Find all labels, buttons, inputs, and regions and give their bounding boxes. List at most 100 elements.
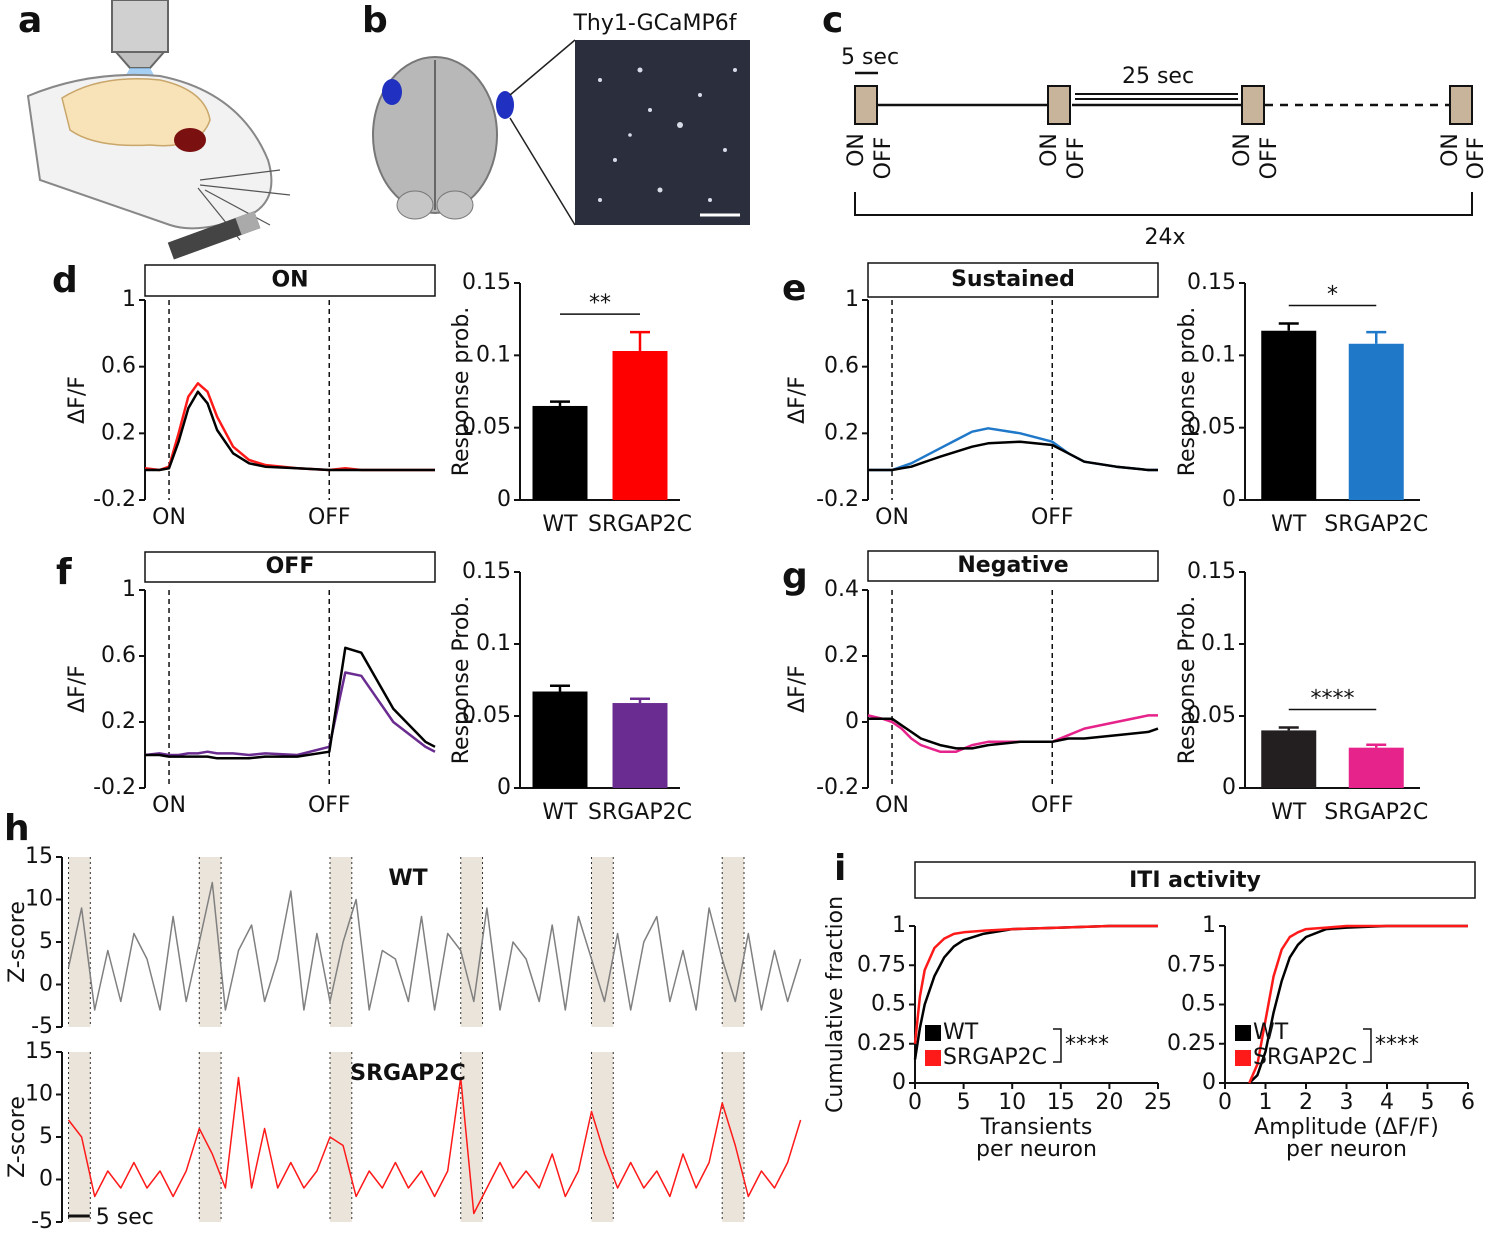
y-axis-label: Z-score [5,901,30,983]
y-tick-label: 0 [1222,775,1236,800]
iti-duration-label: 25 sec [1122,64,1194,89]
panel-label: i [834,848,846,889]
bar [1261,730,1317,788]
y-tick-label: 0.05 [462,703,511,728]
series-line [1248,924,1468,1084]
significance-label: **** [1311,687,1355,712]
off-label: OFF [1464,137,1489,180]
x-tick-label: WT [1271,512,1307,537]
series-line [868,427,1158,472]
chart-title: OFF [266,554,315,579]
x-tick-label: OFF [308,793,351,818]
x-tick-label: SRGAP2C [1324,800,1428,825]
y-tick-label: 0.15 [462,270,511,295]
y-tick-label: 0.15 [1187,270,1236,295]
x-tick-label: ON [875,505,909,530]
group-title: ITI activity [1129,868,1261,893]
y-tick-label: 0.05 [1187,703,1236,728]
y-tick-label: 0 [1222,487,1236,512]
x-tick-label: OFF [1031,793,1074,818]
x-tick-label: 3 [1340,1090,1354,1115]
chart-title: Sustained [951,267,1075,292]
x-tick-label: ON [152,505,186,530]
mouse-illustration [26,0,291,260]
x-axis-label: per neuron [976,1137,1097,1162]
panel-label: f [56,552,72,593]
x-tick-label: WT [1271,800,1307,825]
y-tick-label: 0.15 [1187,559,1236,584]
on-label: ON [1230,133,1255,167]
y-tick-label: 10 [25,1082,53,1107]
series-line [144,382,435,472]
panel-label: b [362,0,388,41]
stimulus-window [460,1052,483,1222]
bar [532,405,588,500]
legend-bracket [1052,1028,1062,1063]
legend-label: WT [943,1020,979,1045]
x-axis-label: Transients [980,1115,1093,1140]
x-tick-label: SRGAP2C [588,800,692,825]
legend-swatch [925,1050,941,1066]
y-tick-label: 0.2 [824,643,859,668]
scale-bar-label: 5 sec [96,1205,154,1230]
y-tick-label: 0.1 [1201,342,1236,367]
title-box [867,262,1159,298]
legend-swatch [1235,1050,1251,1066]
legend-label: SRGAP2C [943,1045,1047,1070]
significance-label: **** [1065,1033,1109,1058]
x-tick-label: 10 [998,1090,1026,1115]
y-tick-label: 0.05 [1187,415,1236,440]
bar [1261,330,1317,500]
series-line [913,924,1158,1044]
y-tick-label: 0.75 [1167,952,1216,977]
bar [612,703,668,788]
on-label: ON [1438,133,1463,167]
x-tick-label: SRGAP2C [1324,512,1428,537]
y-tick-label: 0 [497,487,511,512]
image-label: Thy1-GCaMP6f [572,11,737,36]
panel-label: g [782,556,808,597]
series-line [145,390,435,472]
y-axis-label: Z-score [5,1096,30,1178]
y-tick-label: 15 [25,1039,53,1064]
y-tick-label: 0.15 [462,559,511,584]
y-tick-label: 5 [39,929,53,954]
series-line [145,646,436,760]
y-tick-label: 0 [39,1167,53,1192]
y-tick-label: 0.5 [1181,992,1216,1017]
y-tick-label: 0.6 [824,354,859,379]
y-tick-label: 1 [122,287,136,312]
panel-label: h [4,808,30,849]
series-line [1248,924,1468,1084]
y-tick-label: -0.2 [816,775,859,800]
y-tick-label: 0.5 [871,992,906,1017]
off-label: OFF [1064,137,1089,180]
series-line [868,717,1159,750]
y-axis-label: Cumulative fraction [823,896,848,1113]
series-line [67,881,802,1011]
x-tick-label: 1 [1259,1090,1273,1115]
x-tick-label: 25 [1144,1090,1172,1115]
bar [1348,747,1404,788]
annotation: SRGAP2C [350,1061,465,1086]
chart-title: ON [271,268,308,293]
y-axis-label: ΔF/F [65,665,90,713]
x-axis-label: Amplitude (ΔF/F) [1254,1115,1439,1140]
y-tick-label: -0.2 [93,487,136,512]
series-line [144,671,436,757]
stimulus-window [199,1052,222,1222]
legend-label: SRGAP2C [1253,1045,1357,1070]
legend-label: WT [1253,1020,1289,1045]
y-tick-label: 0.05 [462,415,511,440]
y-tick-label: 0.25 [857,1031,906,1056]
stimulus-window [460,857,483,1027]
stimulus-window [68,1052,91,1222]
y-axis-label: Response Prob. [1175,596,1200,765]
significance-label: * [1327,283,1338,308]
x-tick-label: 20 [1095,1090,1123,1115]
on-label: ON [1037,133,1062,167]
x-tick-label: SRGAP2C [588,512,692,537]
brain-illustration: Thy1-GCaMP6f [372,11,750,226]
chart-title: Negative [957,553,1068,578]
